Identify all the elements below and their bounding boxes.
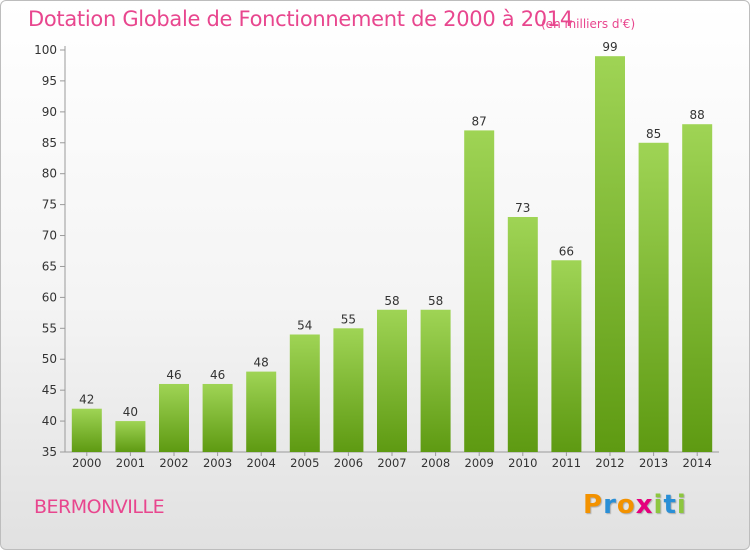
chart-axes: 35 40 45 50 55 60 65 70 75 80 85 90 95 100	[34, 43, 719, 459]
y-tick-label: 100	[34, 43, 57, 57]
bar	[377, 309, 407, 452]
bar-value-label: 46	[210, 368, 225, 382]
bar	[464, 130, 495, 452]
logo-letter: i	[653, 490, 664, 520]
bar-value-label: 58	[384, 294, 399, 308]
bar	[507, 216, 538, 452]
y-tick-label: 75	[42, 198, 57, 212]
bar	[595, 56, 625, 452]
y-tick-label: 50	[42, 352, 57, 366]
bar-value-label: 55	[341, 312, 356, 326]
bar	[159, 383, 189, 452]
x-tick-label: 2011	[552, 456, 581, 470]
x-tick-label: 2005	[290, 456, 319, 470]
x-tick-label: 2007	[377, 456, 406, 470]
x-tick-label: 2012	[595, 456, 624, 470]
bar	[638, 142, 669, 452]
bar-value-label: 58	[428, 294, 443, 308]
proxiti-logo: Proxiti	[583, 490, 687, 520]
bar-value-label: 42	[79, 393, 94, 407]
commune-name: BERMONVILLE	[34, 496, 165, 518]
x-tick-label: 2001	[116, 456, 145, 470]
y-tick-label: 45	[42, 383, 57, 397]
bar-value-label: 66	[559, 244, 574, 258]
logo-letter: i	[676, 490, 687, 520]
logo-letter: t	[663, 490, 677, 520]
bar	[551, 260, 582, 452]
bar-value-label: 73	[515, 201, 530, 215]
logo-letter: r	[603, 490, 617, 520]
bar-value-label: 40	[123, 405, 138, 419]
bar	[682, 124, 713, 452]
bar	[246, 371, 277, 452]
bar	[333, 328, 364, 452]
bar-value-label: 87	[472, 114, 487, 128]
chart-bars	[71, 56, 713, 452]
bar	[71, 408, 102, 452]
y-tick-label: 70	[42, 229, 57, 243]
bar-value-label: 88	[690, 108, 705, 122]
x-tick-label: 2002	[159, 456, 188, 470]
x-tick-label: 2004	[247, 456, 276, 470]
y-tick-label: 60	[42, 290, 57, 304]
x-tick-label: 2008	[421, 456, 450, 470]
x-tick-label: 2003	[203, 456, 232, 470]
logo-letter: x	[635, 490, 654, 520]
y-tick-label: 95	[42, 74, 57, 88]
bar	[202, 383, 233, 452]
x-tick-label: 2009	[465, 456, 494, 470]
logo-letter: o	[616, 490, 636, 520]
x-tick-label: 2006	[334, 456, 363, 470]
y-tick-label: 85	[42, 136, 57, 150]
x-tick-label: 2013	[639, 456, 668, 470]
chart-title: Dotation Globale de Fonctionnement de 20…	[28, 7, 573, 31]
bar	[289, 334, 320, 452]
x-tick-label: 2000	[72, 456, 101, 470]
bar-value-label: 46	[166, 368, 181, 382]
bar-value-label: 48	[254, 356, 269, 370]
chart-labels: 42 2000 40 2001 46 2002 46 2003 48 2004 54 2005 55 20…	[72, 40, 712, 470]
x-tick-label: 2014	[683, 456, 712, 470]
y-tick-label: 80	[42, 167, 57, 181]
chart-subtitle: (en milliers d'€)	[541, 17, 636, 31]
bar	[420, 309, 451, 452]
bar-value-label: 99	[602, 40, 617, 54]
y-tick-label: 90	[42, 105, 57, 119]
bar	[115, 421, 146, 452]
logo-letter: P	[583, 490, 604, 520]
bar-value-label: 85	[646, 127, 661, 141]
y-tick-label: 35	[42, 445, 57, 459]
x-tick-label: 2010	[508, 456, 537, 470]
bar-value-label: 54	[297, 318, 312, 332]
y-tick-label: 40	[42, 414, 57, 428]
y-tick-label: 55	[42, 321, 57, 335]
y-tick-label: 65	[42, 259, 57, 273]
